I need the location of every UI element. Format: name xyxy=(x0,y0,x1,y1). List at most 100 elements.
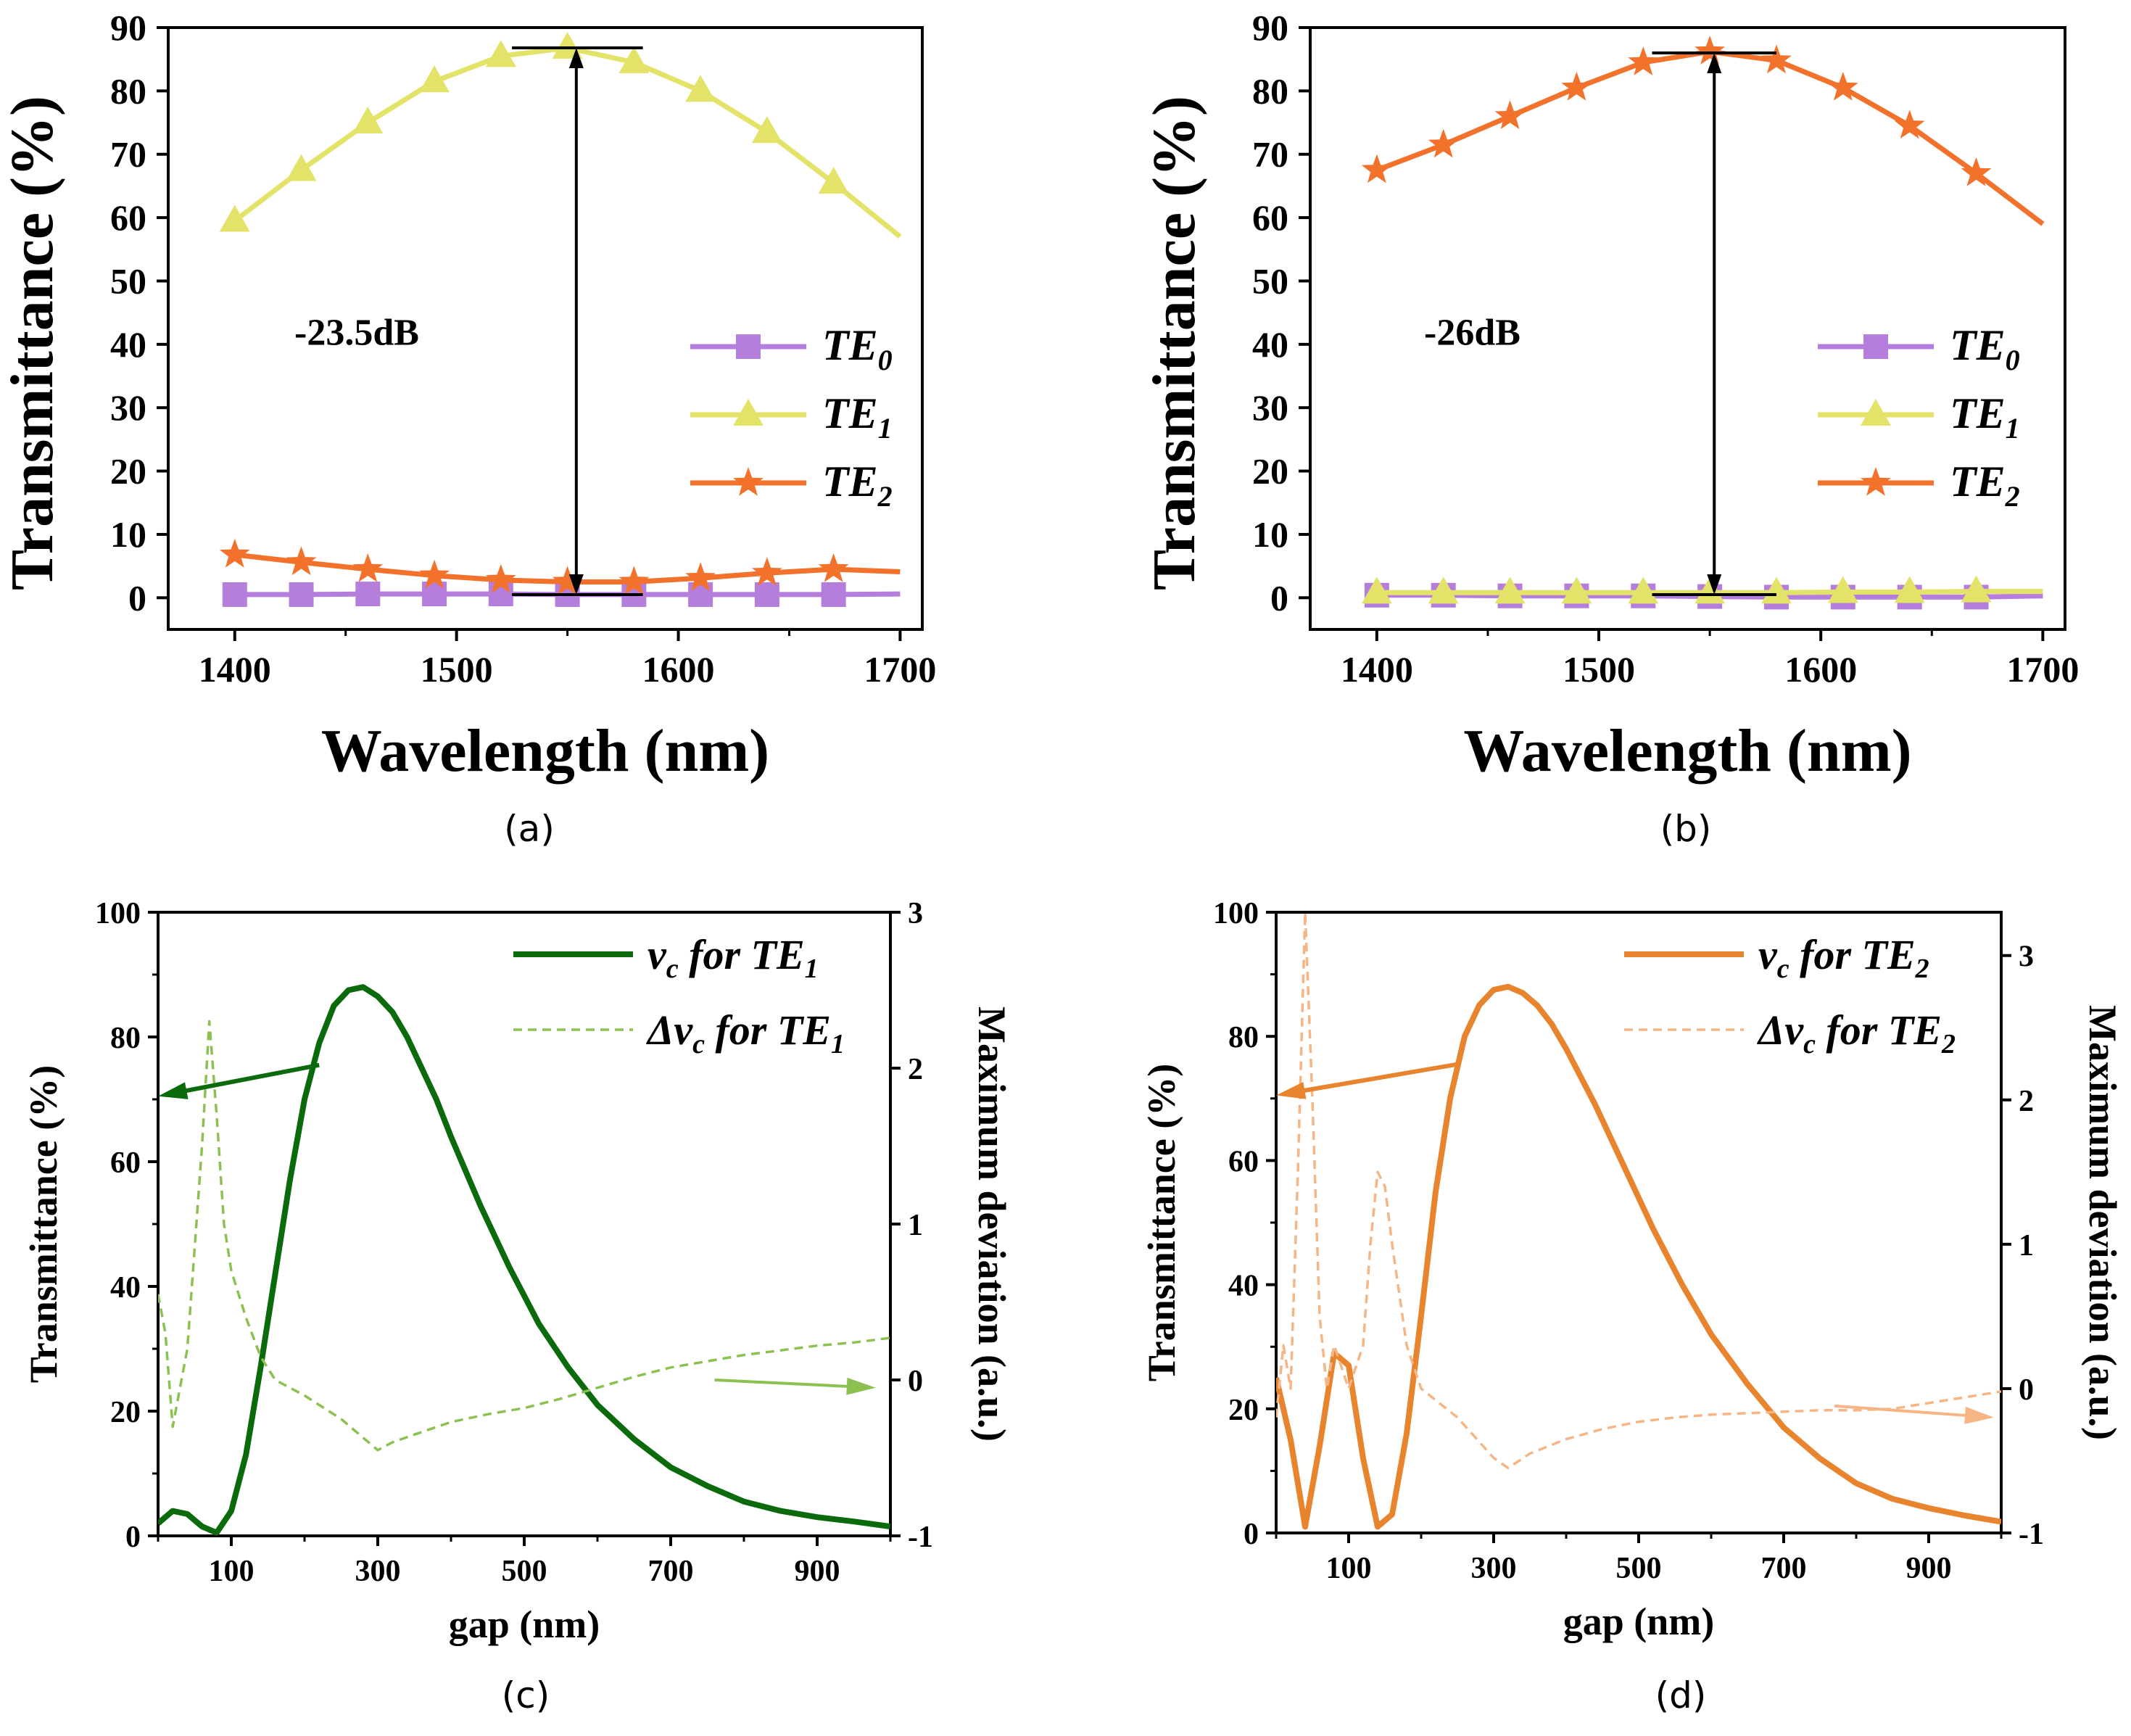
data-point xyxy=(821,582,846,607)
legend-marker xyxy=(733,399,764,426)
y-tick-label: 50 xyxy=(110,260,146,301)
x-axis-label: gap (nm) xyxy=(1563,1600,1715,1643)
x-tick-label: 1600 xyxy=(1784,649,1857,690)
y-axis-label: Transmittance (%) xyxy=(22,1065,65,1383)
extinction-arrow xyxy=(1652,51,1776,596)
data-point xyxy=(1561,576,1592,604)
data-point xyxy=(352,553,384,582)
y-axis-label: Transmittance (%) xyxy=(1140,1064,1183,1381)
x-tick-label: 1700 xyxy=(2006,649,2079,690)
legend-main: Δν xyxy=(646,1007,693,1054)
data-point xyxy=(1428,128,1459,158)
y-right-tick-label: 3 xyxy=(908,897,923,930)
legend-rest: for TE xyxy=(1816,1007,1942,1054)
x-axis-label: Wavelength (nm) xyxy=(321,717,769,785)
arrow-head xyxy=(1964,1406,1994,1424)
arrow-head-bottom xyxy=(568,574,584,595)
x-axis-label: gap (nm) xyxy=(449,1603,600,1646)
plot-frame xyxy=(167,26,924,631)
data-point xyxy=(1494,100,1526,130)
data-point xyxy=(1494,576,1526,604)
x-axis-label: Wavelength (nm) xyxy=(1463,717,1911,785)
arrow-left-axis xyxy=(158,1062,320,1099)
y-tick-label: 40 xyxy=(1252,324,1288,365)
data-point xyxy=(752,557,782,586)
annotation-label: -23.5dB xyxy=(294,312,419,353)
arrow-right-axis xyxy=(1834,1404,1994,1424)
x-tick-label: 100 xyxy=(1326,1552,1372,1585)
legend-main: TE xyxy=(1950,458,2006,505)
arrow-head xyxy=(1276,1081,1307,1099)
legend-sub: 1 xyxy=(878,412,893,445)
data-point xyxy=(1894,109,1925,139)
y-tick-label: 40 xyxy=(1228,1270,1259,1303)
y-tick-label: 70 xyxy=(110,134,146,175)
plot-frame xyxy=(157,911,892,1537)
plot-frame xyxy=(1275,911,2003,1534)
data-point xyxy=(1561,72,1592,101)
y-right-tick-label: 0 xyxy=(2019,1373,2034,1407)
x-tick-label: 500 xyxy=(1616,1552,1662,1585)
panel-d: 0 20 40 60 80 100 -1 0 1 2 3 100 300 500 700 900 gap (nm… xyxy=(1140,897,2124,1716)
x-tick-label: 1400 xyxy=(1341,649,1413,690)
panel-c: 0 20 40 60 80 100 -1 0 1 2 3 100 300 500 700 900 gap (nm… xyxy=(22,897,1014,1716)
y-tick-label: 60 xyxy=(110,197,146,238)
y-tick-label: 70 xyxy=(1252,134,1288,175)
arrow-head xyxy=(846,1377,876,1395)
legend-rest: for TE xyxy=(679,931,805,978)
y-tick-label: 30 xyxy=(1252,387,1288,428)
arrow-shaft xyxy=(1299,1062,1458,1094)
x-tick-label: 300 xyxy=(355,1555,401,1588)
legend-rest-sub: 1 xyxy=(831,1029,845,1059)
legend-marker xyxy=(1861,399,1891,426)
arrow-head-bottom xyxy=(1707,574,1722,595)
y-tick-label: 20 xyxy=(1252,451,1288,492)
x-tick-label: 900 xyxy=(1906,1552,1952,1585)
legend-sub: c xyxy=(692,1029,705,1059)
series-transmittance xyxy=(158,984,890,1536)
x-tick-label: 1500 xyxy=(1563,649,1635,690)
legend-marker xyxy=(736,334,761,359)
legend-main: ν xyxy=(1758,931,1778,978)
legend-label: Δνc for TE2 xyxy=(1757,1007,1956,1059)
y-tick-label: 60 xyxy=(110,1146,141,1180)
y-tick-label: 50 xyxy=(1252,260,1288,301)
x-tick-label: 700 xyxy=(1761,1552,1807,1585)
data-point xyxy=(685,75,716,102)
y-right-tick-label: 1 xyxy=(2019,1229,2034,1262)
y-right-tick-label: 2 xyxy=(908,1053,923,1086)
data-point xyxy=(289,582,314,607)
y-tick-label: 20 xyxy=(110,451,146,492)
data-point xyxy=(818,553,849,582)
x-tick-label: 1500 xyxy=(421,649,493,690)
data-point xyxy=(754,582,779,607)
y-tick-label: 0 xyxy=(1244,1518,1259,1551)
legend-rest-sub: 1 xyxy=(805,954,819,984)
y-tick-label: 10 xyxy=(1252,514,1288,555)
y-right-tick-label: 2 xyxy=(2019,1085,2034,1118)
panel-label: (c) xyxy=(502,1674,550,1716)
y-right-tick-label: 1 xyxy=(908,1209,923,1242)
data-point xyxy=(286,154,317,181)
data-point xyxy=(1827,576,1858,603)
series-deviation xyxy=(158,1020,890,1452)
legend-main: ν xyxy=(647,931,667,978)
y-tick-label: 80 xyxy=(110,70,146,111)
data-point xyxy=(1628,46,1659,75)
x-tick-label: 700 xyxy=(648,1555,694,1588)
y-tick-label: 0 xyxy=(128,577,146,618)
data-point xyxy=(685,562,716,591)
data-point xyxy=(286,546,317,576)
y-tick-label: 100 xyxy=(1213,897,1259,930)
legend-label: TE1 xyxy=(1950,389,2020,445)
legend-label: νc for TE1 xyxy=(647,931,819,984)
legend-rest: for TE xyxy=(1789,931,1916,978)
legend-label: TE1 xyxy=(822,389,893,445)
series-TE1 xyxy=(1361,575,2043,604)
legend-sub: 2 xyxy=(877,480,893,513)
x-tick-label: 500 xyxy=(502,1555,547,1588)
legend-sub: c xyxy=(666,954,679,984)
